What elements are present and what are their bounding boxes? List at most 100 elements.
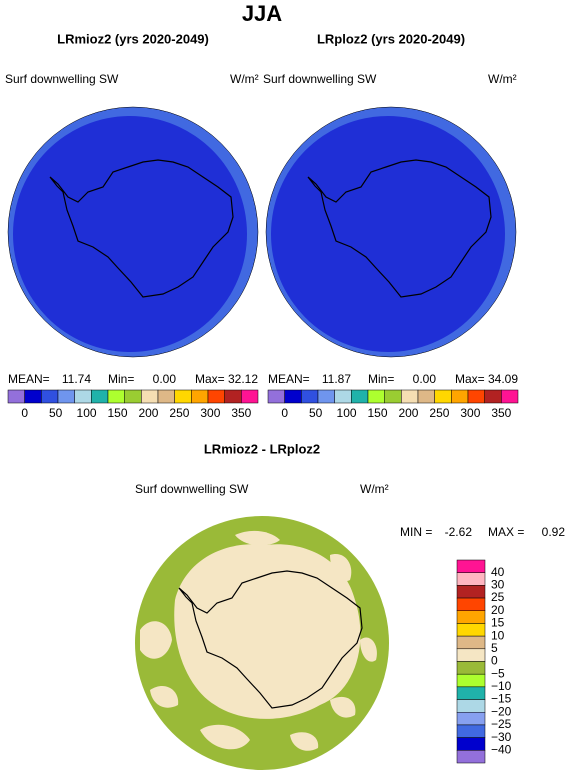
stat-value: -2.62	[445, 525, 473, 539]
colorbar-label: 20	[491, 603, 505, 617]
colorbar-box	[456, 712, 486, 726]
colorbar-label: 100	[337, 406, 357, 420]
stat-label: MEAN=	[268, 372, 310, 386]
colorbar-box	[351, 389, 369, 404]
stat-label: MIN =	[400, 525, 432, 539]
colorbar-box	[7, 389, 25, 404]
colorbar-box	[191, 389, 209, 404]
colorbar-box	[241, 389, 259, 404]
colorbar-box	[456, 623, 486, 637]
colorbar-label: 0	[491, 654, 498, 668]
colorbar-label: 250	[169, 406, 189, 420]
colorbar-label: 0	[281, 406, 288, 420]
stat-value: 11.74	[62, 372, 91, 386]
colorbar-label: 150	[368, 406, 388, 420]
colorbar-box	[367, 389, 385, 404]
colorbar-label: −30	[491, 730, 512, 744]
colorbar-label: 25	[491, 590, 505, 604]
colorbar-box	[456, 572, 486, 586]
colorbar-label: −15	[491, 692, 512, 706]
colorbar-box	[456, 750, 486, 764]
colorbar-box	[157, 389, 175, 404]
colorbar-label: 100	[77, 406, 97, 420]
colorbar-label: 50	[309, 406, 323, 420]
colorbar-box	[141, 389, 159, 404]
colorbar-box	[456, 661, 486, 675]
units-label: W/m²	[360, 482, 389, 496]
colorbar-box	[124, 389, 142, 404]
stat-label: Max=	[455, 372, 485, 386]
map	[265, 106, 517, 358]
colorbar-label: 350	[491, 406, 511, 420]
colorbar-label: 10	[491, 628, 505, 642]
colorbar-label: 300	[200, 406, 220, 420]
stat-value: 0.92	[542, 525, 566, 539]
figure-title: JJA	[242, 1, 282, 26]
stat-value: 32.12	[228, 372, 258, 386]
colorbar-box	[456, 648, 486, 662]
colorbar-box	[456, 686, 486, 700]
colorbar-box	[57, 389, 75, 404]
colorbar-box	[107, 389, 125, 404]
colorbar-box	[456, 673, 486, 688]
colorbar-box	[501, 389, 519, 404]
colorbar-box	[456, 635, 486, 650]
map	[135, 516, 389, 770]
colorbar-box	[467, 389, 485, 404]
colorbar-label: 150	[108, 406, 128, 420]
colorbar-box	[384, 389, 402, 404]
colorbar-label: −10	[491, 679, 512, 693]
colorbar-box	[456, 737, 486, 751]
variable-label: Surf downwelling SW	[135, 482, 249, 496]
colorbar-box	[456, 585, 486, 599]
colorbar-box	[456, 597, 486, 611]
map	[7, 106, 259, 358]
colorbar-label: 5	[491, 641, 498, 655]
colorbar-label: 300	[460, 406, 480, 420]
units-label: W/m²	[488, 72, 517, 86]
colorbar-box	[41, 389, 59, 404]
colorbar-box	[451, 389, 469, 404]
colorbar-box	[267, 389, 285, 404]
colorbar-box	[456, 699, 486, 713]
colorbar-box	[456, 610, 486, 624]
colorbar-box	[301, 389, 319, 404]
stat-label: Max=	[195, 372, 225, 386]
colorbar-box	[401, 389, 419, 404]
stat-label: Min=	[368, 372, 394, 386]
colorbar-label: 350	[231, 406, 251, 420]
colorbar-label: 0	[21, 406, 28, 420]
units-label: W/m²	[230, 72, 259, 86]
stat-value: 0.00	[413, 372, 437, 386]
stat-label: MEAN=	[8, 372, 50, 386]
variable-label: Surf downwelling SW	[5, 72, 119, 86]
colorbar-box	[456, 559, 486, 573]
stat-value: 11.87	[322, 372, 351, 386]
colorbar-box	[284, 389, 302, 404]
colorbar-box	[417, 389, 435, 404]
stat-label: MAX =	[488, 525, 524, 539]
colorbar-box	[91, 389, 109, 404]
panel-title: LRmioz2 - LRploz2	[204, 441, 320, 456]
variable-label: Surf downwelling SW	[263, 72, 377, 86]
colorbar-box	[334, 389, 352, 404]
colorbar-label: 250	[429, 406, 449, 420]
colorbar-box	[434, 389, 452, 404]
colorbar-box	[207, 389, 225, 404]
stat-label: Min=	[108, 372, 134, 386]
colorbar-label: −25	[491, 717, 512, 731]
colorbar-label: −20	[491, 704, 512, 718]
stat-value: 0.00	[153, 372, 177, 386]
panel-title: LRmioz2 (yrs 2020-2049)	[57, 31, 209, 46]
colorbar-label: 50	[49, 406, 63, 420]
colorbar-label: 40	[491, 565, 505, 579]
colorbar-box	[484, 389, 502, 404]
colorbar-label: −5	[491, 666, 505, 680]
panel-title: LRploz2 (yrs 2020-2049)	[317, 31, 465, 46]
colorbar-box	[224, 389, 242, 404]
colorbar-label: 200	[398, 406, 418, 420]
colorbar-box	[456, 724, 486, 738]
